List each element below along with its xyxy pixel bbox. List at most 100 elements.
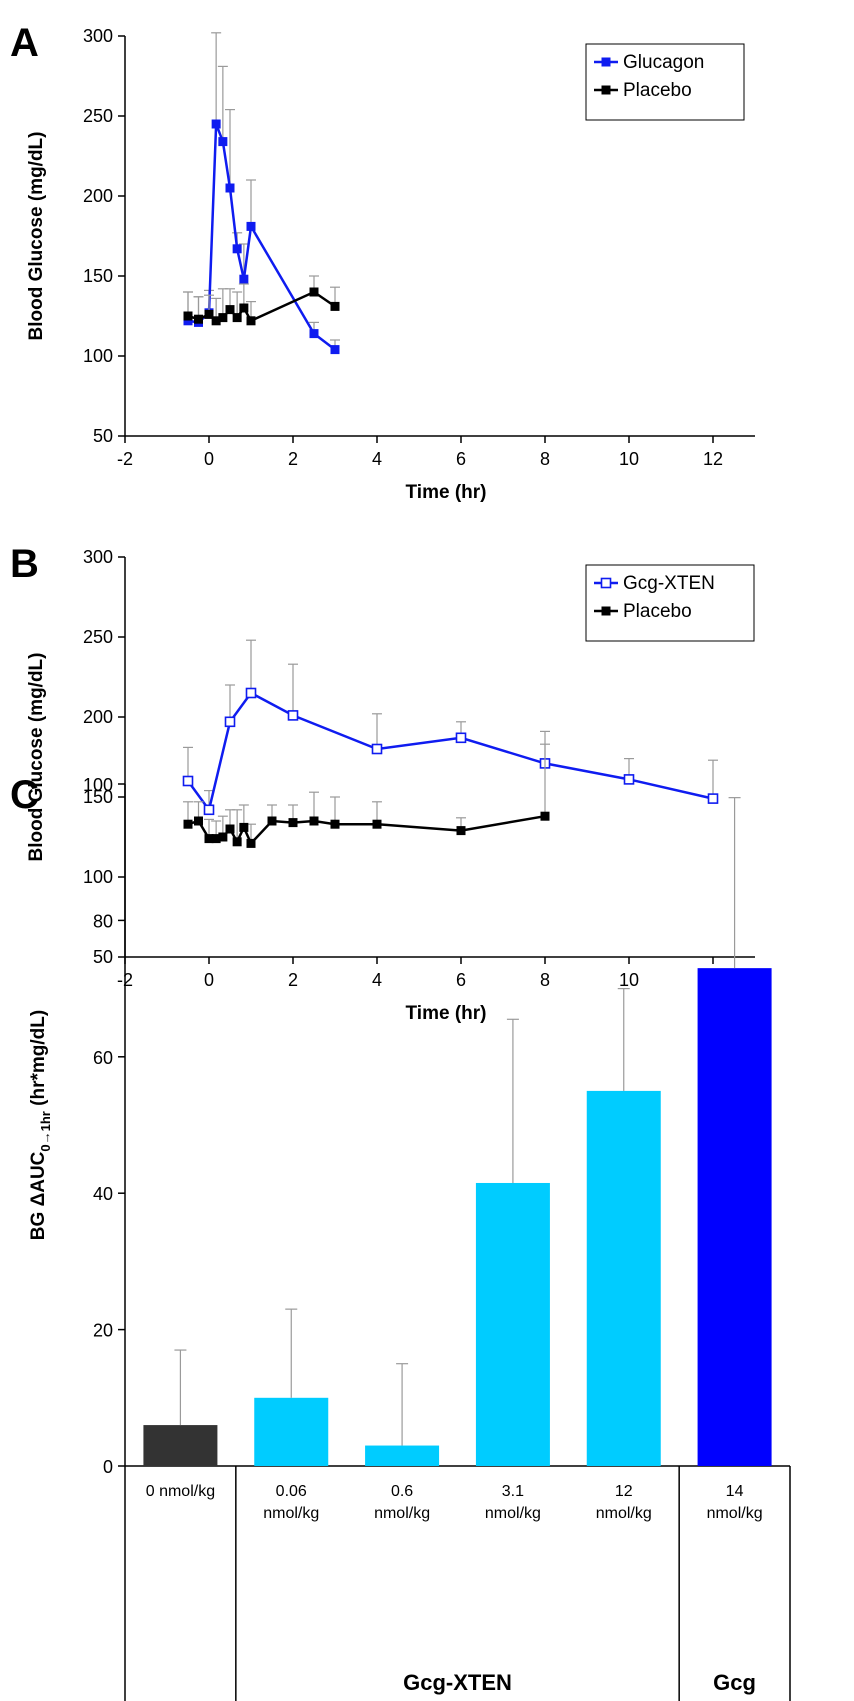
- data-point: [232, 837, 242, 847]
- panel-b-y-tick-label: 300: [83, 547, 113, 567]
- panel-c-y-tick-label: 60: [93, 1048, 113, 1068]
- panel-c-y-tick-label: 100: [83, 775, 113, 795]
- panel-a-x-tick-label: 0: [204, 449, 214, 469]
- data-point: [371, 743, 383, 755]
- legend-label: Placebo: [623, 80, 692, 101]
- panel-a-x-tick-label: 10: [619, 449, 639, 469]
- bar: [254, 1397, 329, 1466]
- panel-a: A 50 100 150 200 250 300 -2 0 2 4 6 8 10 12 Time (hr) Bl…: [10, 21, 755, 503]
- data-point: [372, 819, 382, 829]
- bar: [475, 1182, 550, 1466]
- panel-c-y-tick-label: 80: [93, 911, 113, 931]
- data-point: [239, 303, 249, 313]
- data-point: [288, 818, 298, 828]
- panel-c-y-axis-title-unit: (hr*mg/dL): [28, 1010, 49, 1111]
- bar: [365, 1445, 440, 1466]
- data-point: [225, 183, 235, 193]
- panel-b-x-tick-label: 10: [619, 970, 639, 990]
- legend-item: Placebo: [594, 80, 692, 101]
- bar: [697, 968, 772, 1466]
- panel-b-series-placebo: [183, 730, 550, 848]
- data-point: [225, 824, 235, 834]
- panel-b-series-gcg-xten: [182, 639, 719, 816]
- data-point: [194, 816, 203, 826]
- panel-c-y-tick-label: 0: [103, 1457, 113, 1477]
- category-label: 14: [726, 1483, 744, 1500]
- series-line: [186, 691, 714, 813]
- legend-item: Glucagon: [594, 52, 704, 73]
- data-point: [218, 832, 228, 842]
- category-label: nmol/kg: [707, 1505, 763, 1522]
- panel-a-x-tick-label: 12: [703, 449, 723, 469]
- panel-a-x-tick-label: 6: [456, 449, 466, 469]
- legend-label: Placebo: [623, 601, 692, 622]
- data-point: [183, 311, 193, 321]
- panel-c-y-axis-title-main: BG ΔAUC: [28, 1151, 49, 1240]
- category-label: nmol/kg: [485, 1505, 541, 1522]
- panel-b-label: B: [10, 542, 39, 586]
- data-point: [182, 775, 194, 787]
- panel-b-y-tick-label: 200: [83, 707, 113, 727]
- group-label: Gcg: [713, 1670, 756, 1695]
- data-point: [232, 244, 242, 254]
- legend-item: Placebo: [594, 601, 692, 622]
- panel-a-x-tick-label: -2: [117, 449, 133, 469]
- data-point: [211, 316, 221, 326]
- category-label: 3.1: [502, 1483, 524, 1500]
- data-point: [211, 119, 221, 129]
- data-point: [330, 819, 340, 829]
- data-point: [194, 314, 203, 324]
- category-label: nmol/kg: [263, 1505, 319, 1522]
- data-point: [218, 137, 228, 147]
- legend-item: Gcg-XTEN: [594, 573, 715, 594]
- panel-b-x-tick-label: 0: [204, 970, 214, 990]
- panel-a-legend: Glucagon Placebo: [585, 43, 745, 121]
- panel-b-y-tick-label: 150: [83, 787, 113, 807]
- data-point: [224, 716, 236, 728]
- legend-label: Glucagon: [623, 52, 704, 73]
- category-label: nmol/kg: [596, 1505, 652, 1522]
- data-point: [707, 793, 719, 804]
- category-label: 0 nmol/kg: [146, 1483, 215, 1500]
- data-point: [225, 305, 235, 315]
- panel-b-y-tick-label: 100: [83, 867, 113, 887]
- data-point: [218, 313, 228, 323]
- data-point: [540, 811, 550, 821]
- panel-b-y-tick-label: 250: [83, 627, 113, 647]
- panel-c-label: C: [10, 773, 39, 817]
- group-label: Gcg-XTEN: [403, 1670, 512, 1695]
- data-point: [246, 221, 256, 231]
- panel-a-x-tick-label: 2: [288, 449, 298, 469]
- legend-box: [585, 43, 745, 121]
- panel-c-y-tick-label: 40: [93, 1184, 113, 1204]
- category-label: nmol/kg: [374, 1505, 430, 1522]
- panel-b-x-tick-label: 2: [288, 970, 298, 990]
- panel-a-y-tick-label: 100: [83, 346, 113, 366]
- legend-label: Gcg-XTEN: [623, 573, 715, 594]
- panel-a-x-axis-title: Time (hr): [406, 482, 487, 503]
- legend-swatch-marker: [601, 57, 611, 67]
- legend-swatch-marker: [600, 577, 612, 589]
- data-point: [203, 804, 215, 816]
- data-point: [183, 316, 193, 326]
- legend-box: [585, 564, 755, 642]
- panel-a-series-glucagon: [183, 32, 340, 355]
- panel-b-y-axis-title: Blood Glucose (mg/dL): [26, 653, 47, 862]
- panel-b-x-tick-label: 4: [372, 970, 382, 990]
- category-label: 0.6: [391, 1483, 413, 1500]
- panel-a-y-tick-label: 300: [83, 26, 113, 46]
- data-point: [211, 834, 221, 844]
- data-point: [267, 816, 277, 826]
- legend-swatch-marker: [601, 85, 611, 95]
- data-point: [309, 816, 319, 826]
- panel-c-y-axis-title-sub: 0→1hr: [38, 1111, 53, 1151]
- data-point: [330, 345, 340, 355]
- category-label: 12: [615, 1483, 633, 1500]
- panel-a-y-tick-label: 200: [83, 186, 113, 206]
- panel-a-y-tick-label: 50: [93, 426, 113, 446]
- panel-b-x-axis-title: Time (hr): [406, 1003, 487, 1024]
- data-point: [183, 819, 193, 829]
